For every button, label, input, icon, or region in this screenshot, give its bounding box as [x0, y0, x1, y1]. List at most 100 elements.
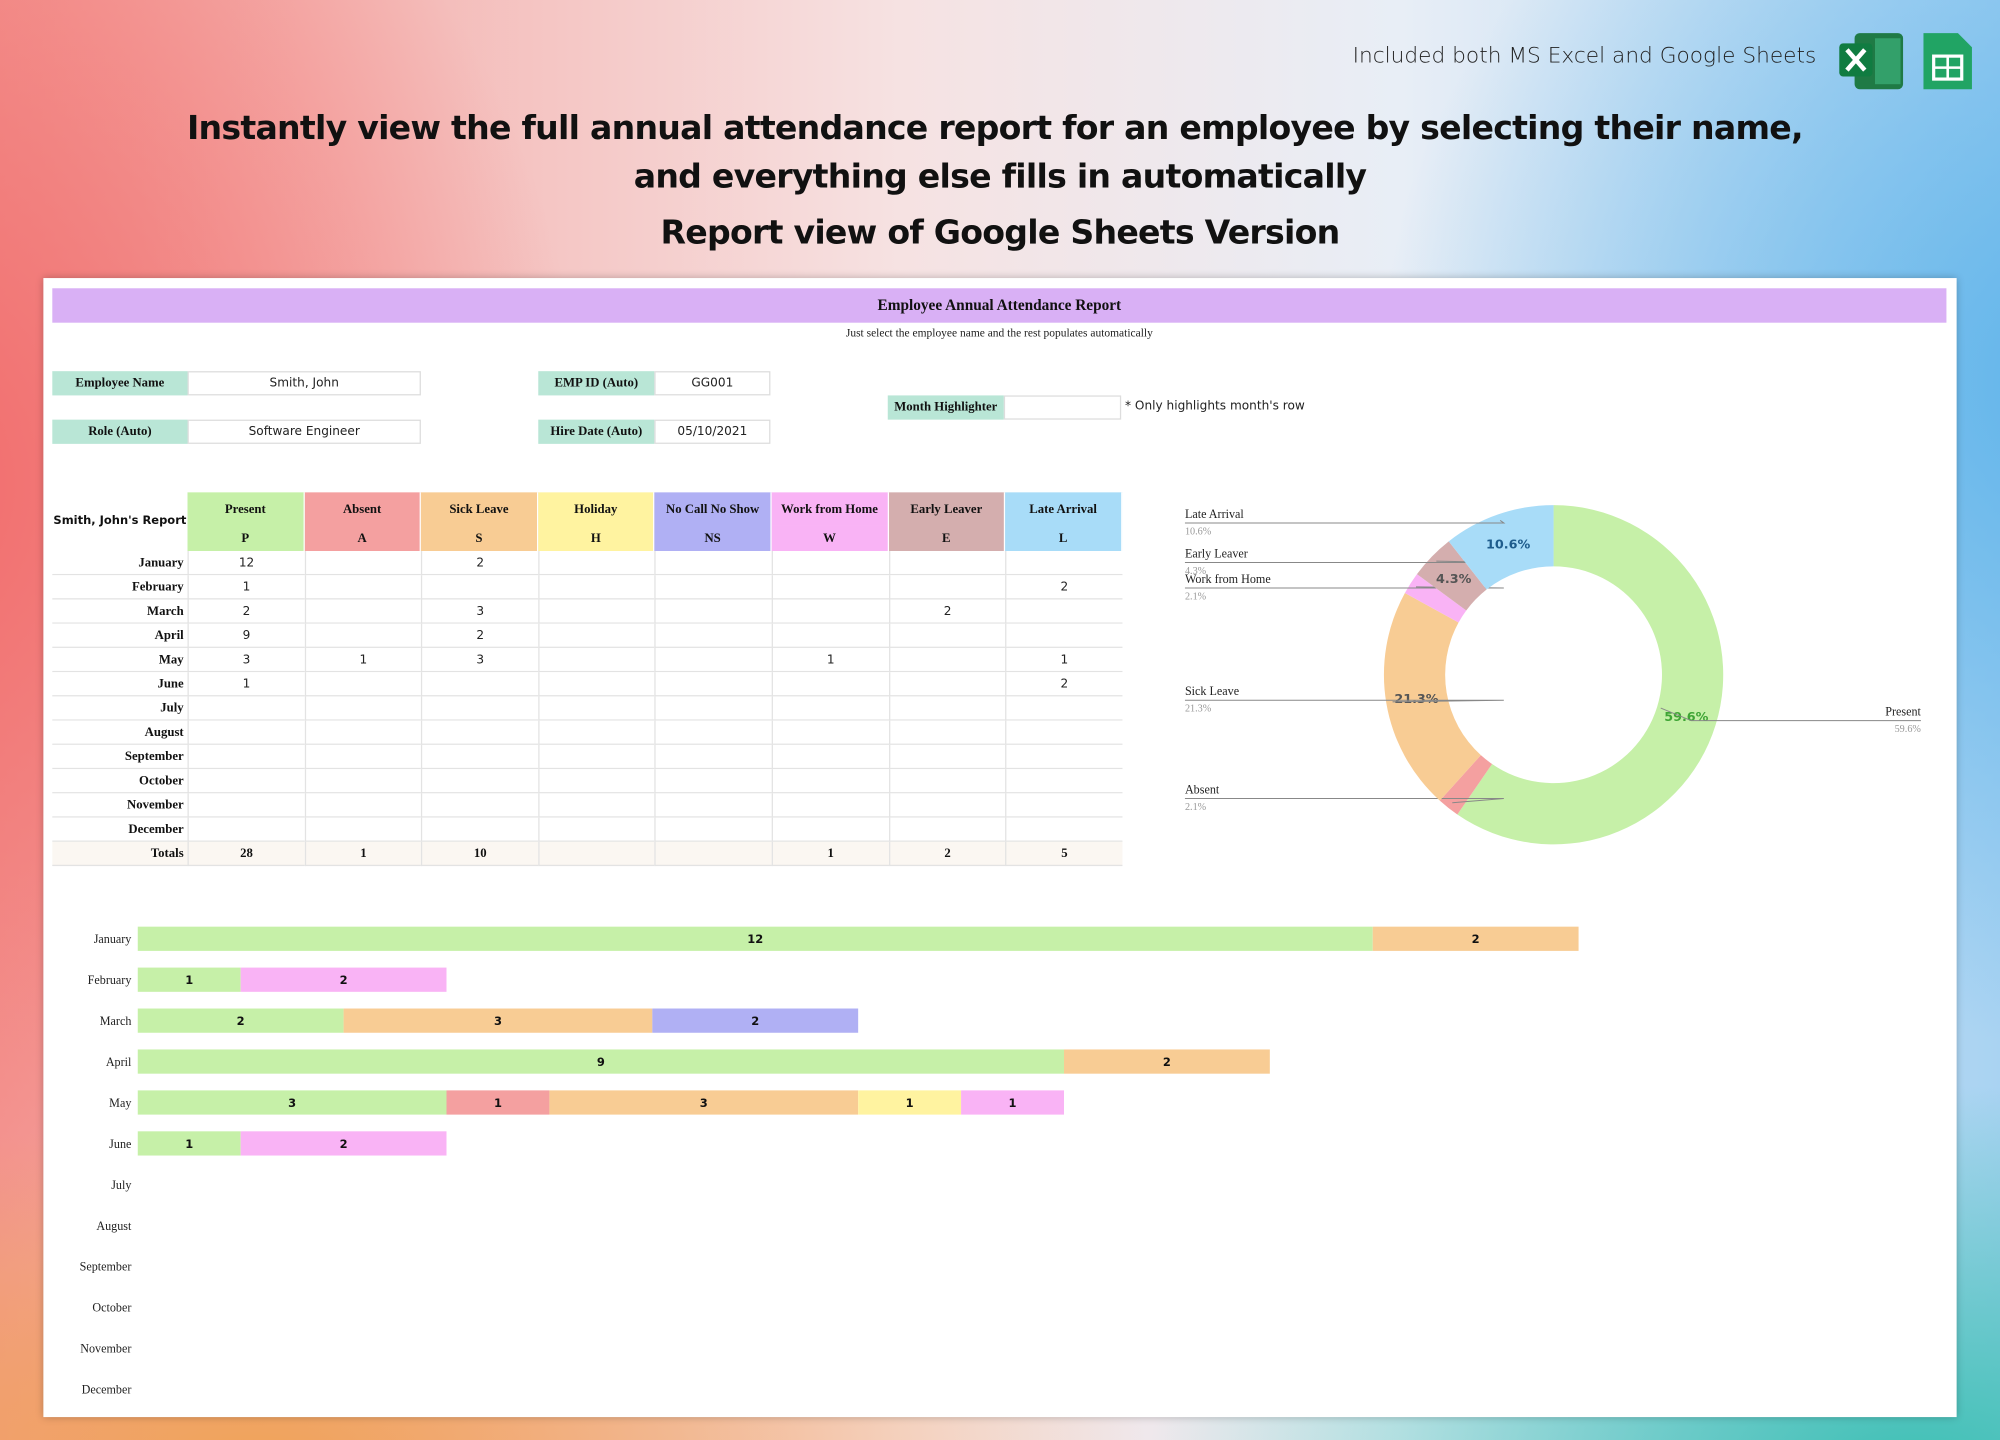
- bar-value-label: 2: [340, 973, 348, 987]
- table-cell: [654, 672, 772, 697]
- table-cell: 12: [187, 551, 305, 576]
- donut-slice: [1404, 574, 1467, 623]
- bar-category-label: July: [111, 1178, 131, 1192]
- table-cell: 2: [1005, 672, 1123, 697]
- table-cell: [304, 720, 422, 745]
- bar-value-label: 3: [288, 1096, 296, 1110]
- table-cell: [421, 672, 538, 697]
- bar-value-label: 1: [494, 1096, 502, 1110]
- table-cell: [654, 817, 772, 842]
- bar-segment: [446, 1090, 550, 1115]
- table-corner: Smith, John's Report: [53, 515, 187, 529]
- table-cell: [421, 696, 538, 721]
- field-label: Role (Auto): [52, 419, 188, 444]
- table-cell: [1005, 744, 1123, 770]
- column-header: Holiday: [538, 492, 655, 526]
- table-cell: [304, 623, 422, 648]
- table-cell: [888, 793, 1006, 818]
- table-cell: [1005, 817, 1123, 842]
- leader-percent: 2.1%: [1185, 802, 1207, 813]
- headline-1: Instantly view the full annual attendanc…: [186, 109, 1804, 148]
- row-label: March: [52, 599, 188, 624]
- bar-segment: [240, 967, 447, 992]
- table-cell: [1005, 720, 1123, 745]
- bar-value-label: 1: [185, 973, 193, 987]
- table-cell: [654, 623, 772, 648]
- column-header: No Call No Show: [654, 492, 772, 526]
- table-cell: [654, 575, 772, 600]
- row-label: November: [52, 793, 188, 818]
- table-cell: [654, 599, 772, 624]
- table-cell: [888, 575, 1006, 600]
- table-cell: [654, 744, 772, 770]
- field-value: Software Engineer: [187, 419, 421, 444]
- leader-percent: 21.3%: [1185, 704, 1212, 715]
- leader-percent: 10.6%: [1185, 526, 1212, 537]
- table-cell: 3: [187, 647, 305, 673]
- table-cell: [1005, 769, 1123, 794]
- bar-segment: [1063, 1049, 1270, 1074]
- column-header: Present: [187, 492, 305, 526]
- table-cell: [654, 647, 772, 673]
- table-cell: [187, 720, 305, 745]
- report-note: Just select the employee name and the re…: [845, 326, 1153, 340]
- leader-name: Early Leaver: [1185, 546, 1248, 560]
- table-cell: [888, 769, 1006, 794]
- bar-category-label: September: [80, 1260, 132, 1274]
- table-cell: [538, 551, 655, 576]
- donut-slice: [1383, 593, 1481, 801]
- field-label: EMP ID (Auto): [538, 371, 655, 396]
- table-cell: 5: [1005, 841, 1123, 867]
- table-cell: 2: [421, 551, 538, 576]
- column-code: L: [1005, 525, 1123, 552]
- column-code: A: [304, 525, 422, 552]
- table-cell: [538, 841, 655, 867]
- table-cell: [538, 720, 655, 745]
- bar-segment: [137, 926, 1373, 951]
- table-cell: [771, 623, 889, 648]
- table-cell: [538, 672, 655, 697]
- table-cell: [888, 551, 1006, 576]
- table-cell: [304, 575, 422, 600]
- table-cell: [304, 599, 422, 624]
- column-code: E: [888, 525, 1006, 552]
- table-cell: [538, 575, 655, 600]
- row-label: February: [52, 575, 188, 600]
- row-label: April: [52, 623, 188, 648]
- bar-segment: [343, 1008, 653, 1033]
- table-cell: [771, 672, 889, 697]
- leader-percent: 4.3%: [1185, 566, 1207, 577]
- table-cell: [654, 720, 772, 745]
- column-header: Early Leaver: [888, 492, 1006, 526]
- table-cell: 28: [187, 841, 305, 867]
- bar-segment: [137, 967, 241, 992]
- bar-value-label: 2: [751, 1014, 759, 1028]
- leader-name: Late Arrival: [1185, 507, 1244, 521]
- table-cell: [421, 744, 538, 770]
- bar-segment: [137, 1131, 241, 1156]
- table-cell: [304, 551, 422, 576]
- column-header: Work from Home: [771, 492, 889, 526]
- column-code: W: [771, 525, 889, 552]
- column-header: Absent: [304, 492, 422, 526]
- table-cell: 2: [888, 841, 1006, 867]
- leader-name: Absent: [1185, 782, 1220, 796]
- column-code: NS: [654, 525, 772, 552]
- table-cell: 2: [888, 599, 1006, 624]
- table-cell: [654, 551, 772, 576]
- bar-segment: [137, 1008, 344, 1033]
- table-cell: 1: [304, 841, 422, 867]
- table-cell: [187, 769, 305, 794]
- table-cell: [888, 720, 1006, 745]
- bar-segment: [961, 1090, 1064, 1115]
- bar-segment: [137, 1049, 1064, 1074]
- highlighter-note: * Only highlights month's row: [1124, 399, 1305, 414]
- donut-slice: [1439, 755, 1493, 815]
- bar-segment: [858, 1090, 962, 1115]
- table-cell: [888, 672, 1006, 697]
- table-cell: [187, 817, 305, 842]
- bar-value-label: 12: [747, 932, 763, 946]
- table-cell: [421, 793, 538, 818]
- bar-category-label: February: [88, 973, 132, 987]
- leader-percent: 2.1%: [1185, 591, 1207, 602]
